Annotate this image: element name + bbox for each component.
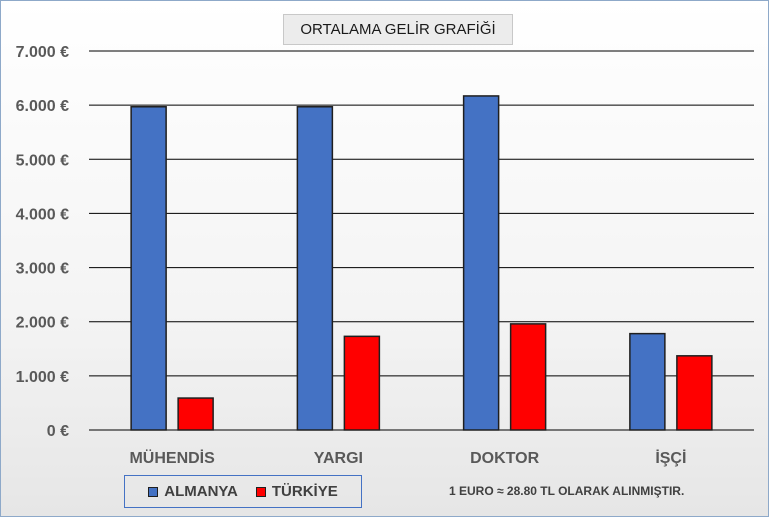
y-axis-ticks: 0 € 1.000 € 2.000 € 3.000 € 4.000 € 5.000 € 6.… xyxy=(16,44,69,440)
legend-item-almanya: ALMANYA xyxy=(148,483,238,500)
legend-label-almanya: ALMANYA xyxy=(164,483,238,500)
x-tick-label: İŞÇİ xyxy=(655,449,686,467)
exchange-rate-note: 1 EURO ≈ 28.80 TL OLARAK ALINMIŞTIR. xyxy=(449,484,685,498)
bar-türki̇ye-0 xyxy=(177,397,214,431)
x-tick-label: DOKTOR xyxy=(470,450,539,467)
y-tick-label: 4.000 € xyxy=(16,206,69,223)
legend-label-turkiye: TÜRKİYE xyxy=(271,483,338,500)
y-tick-label: 7.000 € xyxy=(16,44,69,61)
bar-almanya-0 xyxy=(130,106,167,431)
y-tick-label: 2.000 € xyxy=(16,315,69,332)
y-tick-label: 5.000 € xyxy=(16,152,69,169)
chart-title: ORTALAMA GELİR GRAFİĞİ xyxy=(283,14,513,45)
y-tick-label: 1.000 € xyxy=(16,369,69,386)
y-tick-label: 0 € xyxy=(47,423,69,440)
bars xyxy=(130,95,713,431)
bar-türki̇ye-1 xyxy=(343,335,381,431)
legend: ALMANYA TÜRKİYE xyxy=(124,475,362,508)
legend-item-turkiye: TÜRKİYE xyxy=(255,483,338,500)
legend-swatch-turkiye xyxy=(255,486,266,497)
bar-türki̇ye-3 xyxy=(676,355,713,431)
bar-türki̇ye-2 xyxy=(509,323,547,431)
bar-almanya-2 xyxy=(462,95,500,431)
x-axis-ticks: MÜHENDİS YARGI DOKTOR İŞÇİ xyxy=(129,448,686,467)
bar-almanya-3 xyxy=(629,332,666,431)
x-tick-label: MÜHENDİS xyxy=(129,448,215,467)
gridlines xyxy=(89,50,754,431)
y-tick-label: 6.000 € xyxy=(16,98,69,115)
bar-almanya-1 xyxy=(296,106,334,431)
legend-swatch-almanya xyxy=(148,486,159,497)
y-tick-label: 3.000 € xyxy=(16,261,69,278)
x-tick-label: YARGI xyxy=(314,450,363,467)
